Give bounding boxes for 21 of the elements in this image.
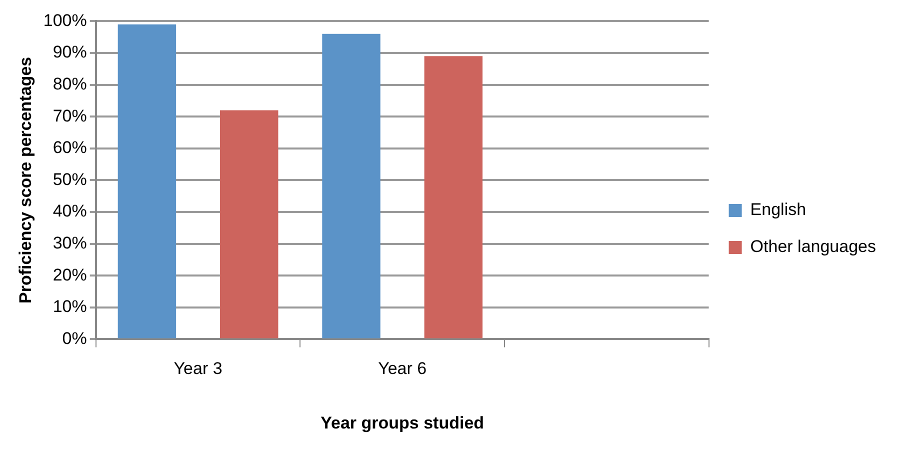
bar	[118, 24, 176, 338]
y-tick-label: 0%	[62, 328, 87, 348]
y-tick-label: 90%	[52, 42, 87, 62]
x-tick-label: Year 6	[378, 359, 427, 378]
y-tick-label: 70%	[52, 106, 87, 126]
bar	[322, 34, 380, 338]
y-tick-label: 40%	[52, 202, 87, 221]
y-tick-label: 10%	[52, 297, 87, 316]
x-axis-title: Year groups studied	[320, 413, 484, 432]
y-axis-title: Proficiency score percentages	[16, 56, 35, 304]
y-tick-label: 100%	[43, 10, 87, 30]
x-tick-label: Year 3	[174, 359, 222, 378]
y-tick-label: 80%	[52, 74, 87, 94]
bar	[220, 110, 278, 338]
y-tick-label: 30%	[52, 233, 87, 252]
legend-label: English	[750, 200, 806, 220]
legend-label: Other languages	[750, 237, 876, 256]
y-tick-label: 50%	[52, 170, 87, 189]
y-tick-label: 60%	[52, 138, 87, 158]
y-tick-label: 20%	[52, 265, 87, 284]
bar	[424, 56, 483, 338]
